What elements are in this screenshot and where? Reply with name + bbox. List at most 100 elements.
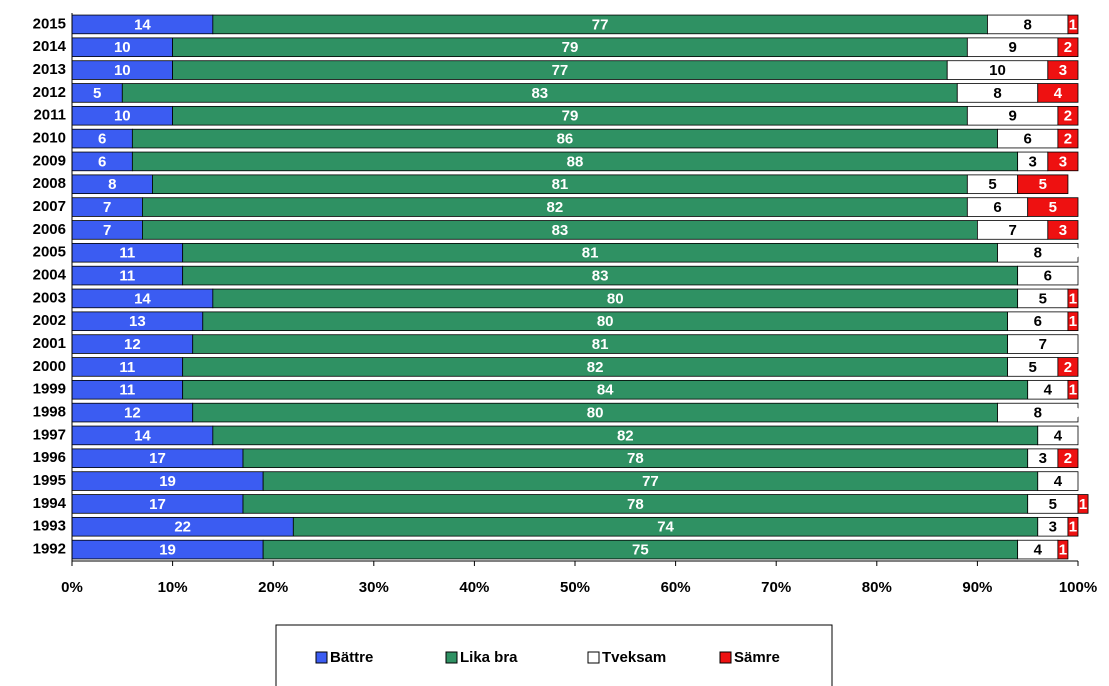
bar-segment xyxy=(1067,311,1079,332)
y-tick-label: 2001 xyxy=(33,335,66,352)
y-tick-label: 2009 xyxy=(33,152,66,169)
bar-segment xyxy=(1037,471,1079,491)
bar-segment xyxy=(1057,128,1079,149)
data-label: 11 xyxy=(119,268,135,285)
data-label: 1 xyxy=(1069,16,1077,33)
x-tick-label: 20% xyxy=(258,579,288,596)
bar-segment xyxy=(1067,14,1079,35)
data-label: 14 xyxy=(134,16,151,33)
data-label: 4 xyxy=(1054,473,1063,490)
bar-segment xyxy=(1007,334,1079,354)
data-label: 82 xyxy=(587,359,604,376)
data-label: 8 xyxy=(108,176,116,193)
data-label: 1 xyxy=(1069,313,1077,330)
data-label: 10 xyxy=(989,62,1006,79)
legend-swatch xyxy=(445,651,458,664)
x-tick-label: 60% xyxy=(661,579,691,596)
data-label: 9 xyxy=(1008,108,1016,125)
data-label: 14 xyxy=(134,290,151,307)
data-label: 0 xyxy=(1072,245,1080,262)
y-tick-label: 2010 xyxy=(33,130,66,147)
bar-segment xyxy=(1067,288,1079,309)
y-tick-label: 2000 xyxy=(33,358,66,375)
data-label: 84 xyxy=(597,382,614,399)
data-label: 19 xyxy=(159,473,176,490)
y-tick-label: 1995 xyxy=(33,472,66,489)
data-label: 3 xyxy=(1059,222,1067,239)
bar-segment xyxy=(997,242,1079,263)
data-label: 5 xyxy=(1039,290,1047,307)
legend-swatch xyxy=(587,651,600,664)
bar-segment xyxy=(1037,83,1079,103)
data-label: 3 xyxy=(1039,450,1047,467)
bar-segment xyxy=(1037,425,1079,446)
y-tick-label: 1992 xyxy=(33,541,66,558)
x-tick-label: 10% xyxy=(158,579,188,596)
y-tick-label: 2007 xyxy=(33,198,66,215)
data-label: 79 xyxy=(562,108,579,125)
x-tick-label: 50% xyxy=(560,579,590,596)
data-label: 5 xyxy=(1049,199,1057,216)
x-tick-label: 0% xyxy=(61,579,83,596)
data-label: 82 xyxy=(617,427,634,444)
data-label: 3 xyxy=(1059,153,1067,170)
data-label: 19 xyxy=(159,542,176,559)
data-label: 80 xyxy=(587,405,604,422)
data-label: 10 xyxy=(114,39,131,56)
data-label: 77 xyxy=(592,16,609,33)
data-label: 83 xyxy=(592,268,609,285)
data-label: 14 xyxy=(134,427,151,444)
data-label: 10 xyxy=(114,62,131,79)
data-label: 83 xyxy=(531,85,548,102)
bar-segment xyxy=(1017,174,1069,195)
data-label: 2 xyxy=(1064,39,1072,56)
data-label: 5 xyxy=(988,176,996,193)
data-label: 6 xyxy=(1034,313,1042,330)
data-label: 6 xyxy=(98,153,106,170)
y-tick-label: 2014 xyxy=(33,38,67,55)
data-label: 5 xyxy=(93,85,101,102)
data-label: 5 xyxy=(1039,176,1047,193)
bar-segment xyxy=(1077,494,1089,514)
data-label: 2 xyxy=(1064,450,1072,467)
data-label: 1 xyxy=(1069,382,1077,399)
data-label: 13 xyxy=(129,313,146,330)
data-label: 78 xyxy=(627,450,644,467)
x-tick-label: 70% xyxy=(761,579,791,596)
data-label: 4 xyxy=(1044,382,1053,399)
x-tick-label: 100% xyxy=(1059,579,1097,596)
x-tick-label: 40% xyxy=(459,579,489,596)
y-tick-label: 2002 xyxy=(33,312,66,329)
y-tick-label: 1993 xyxy=(33,518,66,535)
x-tick-label: 80% xyxy=(862,579,892,596)
data-label: 77 xyxy=(642,473,659,490)
data-label: 8 xyxy=(1034,405,1042,422)
bar-segment xyxy=(997,402,1079,423)
data-label: 10 xyxy=(114,108,131,125)
data-label: 78 xyxy=(627,496,644,513)
data-label: 12 xyxy=(124,405,141,422)
data-label: 8 xyxy=(1024,16,1032,33)
legend-swatch xyxy=(315,651,328,664)
data-label: 3 xyxy=(1049,519,1057,536)
data-label: 86 xyxy=(557,131,574,148)
data-label: 1 xyxy=(1079,496,1087,513)
data-label: 82 xyxy=(547,199,564,216)
bar-segment xyxy=(1057,37,1079,58)
data-label: 88 xyxy=(567,153,584,170)
data-label: 3 xyxy=(1059,62,1067,79)
data-label: 5 xyxy=(1049,496,1057,513)
bar-segment xyxy=(1057,105,1079,126)
y-tick-label: 1994 xyxy=(33,495,67,512)
y-tick-label: 1996 xyxy=(33,449,66,466)
data-label: 2 xyxy=(1064,108,1072,125)
data-label: 4 xyxy=(1034,542,1043,559)
y-tick-label: 1999 xyxy=(33,381,66,398)
data-label: 80 xyxy=(597,313,614,330)
data-label: 22 xyxy=(174,519,191,536)
y-tick-label: 1998 xyxy=(33,404,66,421)
bar-segment xyxy=(1067,379,1079,400)
data-label: 11 xyxy=(119,359,135,376)
data-label: 1 xyxy=(1059,542,1067,559)
